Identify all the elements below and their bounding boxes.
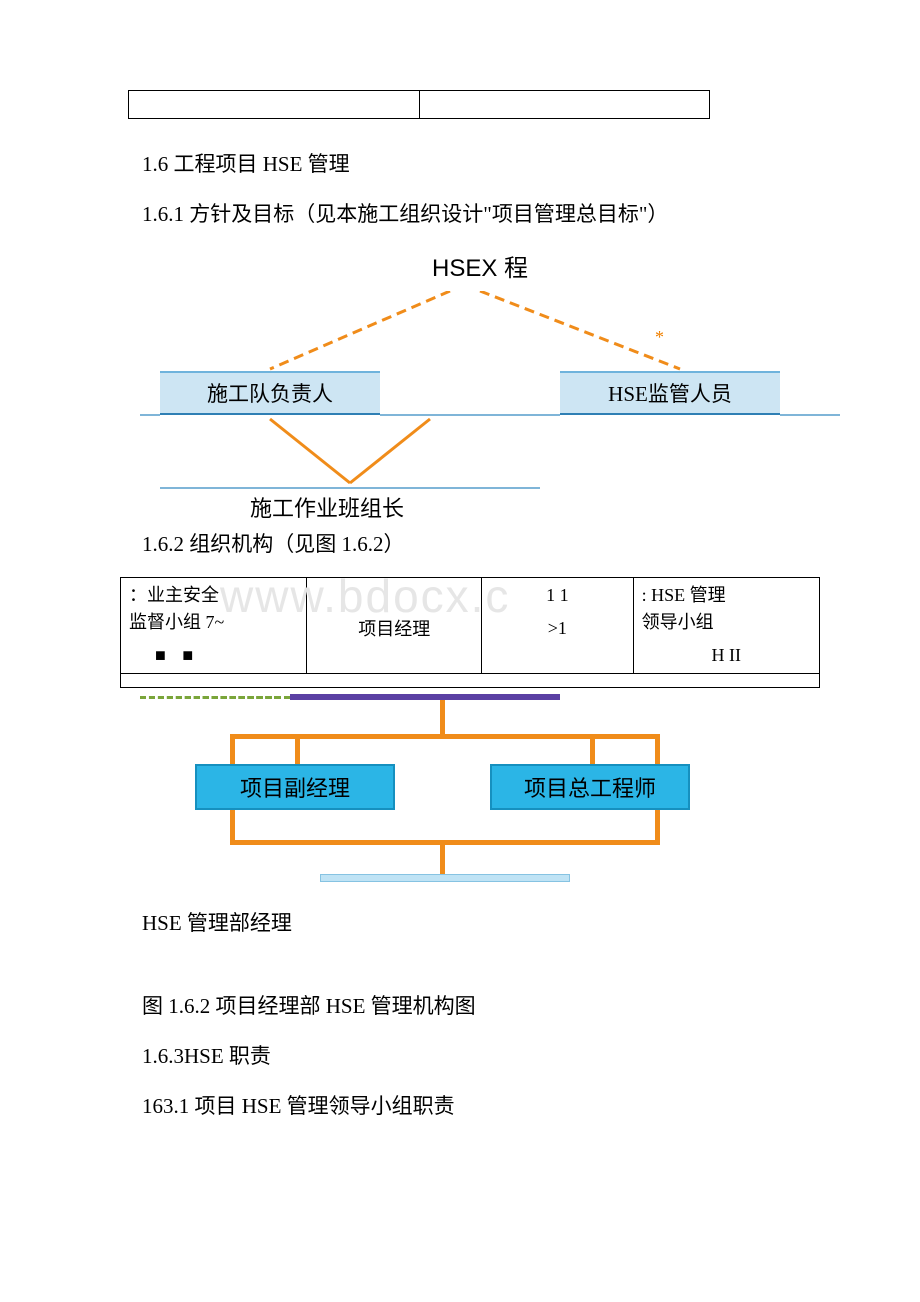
hse-supervisor-box: HSE监管人员 — [560, 371, 780, 415]
deputy-pm-label: 项目副经理 — [240, 771, 350, 803]
top-purple-bar — [290, 694, 560, 700]
blank-cell — [419, 91, 710, 119]
owner-safety-cell: ：业主安全 监督小组 7~ ■ ■ — [121, 578, 307, 674]
baseline-mid — [380, 414, 560, 416]
team-leader-label: 施工队负责人 — [207, 378, 333, 408]
dash-top-right — [140, 696, 290, 699]
deputy-pm-box: 项目副经理 — [195, 764, 395, 810]
team-leader-box: 施工队负责人 — [160, 371, 380, 415]
bottom-light-bar — [320, 874, 570, 882]
blank-2col-table — [128, 90, 710, 119]
org-table-wrap: www.bdocx.c ：业主安全 监督小组 7~ ■ ■ 项目经理 1 1 >… — [100, 577, 820, 688]
cell1-line1: ：业主安全 — [129, 582, 298, 609]
heading-1-6-1: 1.6.1 方针及目标（见本施工组织设计"项目管理总目标"） — [100, 189, 820, 239]
heading-1-6: 1.6 工程项目 HSE 管理 — [100, 139, 820, 189]
cell4-line2: 领导小组 — [642, 609, 811, 636]
empty-row — [121, 674, 820, 688]
num-line1: 1 1 — [490, 582, 624, 609]
cell4-line1: : HSE 管理 — [642, 582, 811, 609]
frame-bottom — [230, 840, 660, 845]
bottom-line — [160, 487, 540, 489]
crew-leader-label: 施工作业班组长 — [250, 491, 404, 523]
heading-1-6-2: 1.6.2 组织机构（见图 1.6.2） — [100, 519, 820, 569]
drop-left — [295, 734, 300, 764]
baseline-right — [780, 414, 840, 416]
cell4-line3: H II — [642, 642, 811, 669]
stem-bottom — [440, 840, 445, 874]
chief-engineer-box: 项目总工程师 — [490, 764, 690, 810]
hse-dept-manager: HSE 管理部经理 — [100, 898, 820, 948]
org-chart-diagram: 项目副经理 项目总工程师 — [140, 692, 840, 892]
stem-top — [440, 700, 445, 736]
heading-1-6-3: 1.6.3HSE 职责 — [100, 1031, 820, 1081]
drop-right — [590, 734, 595, 764]
chief-engineer-label: 项目总工程师 — [524, 771, 656, 803]
hse-supervisor-label: HSE监管人员 — [608, 378, 732, 408]
org-structure-table: ：业主安全 监督小组 7~ ■ ■ 项目经理 1 1 >1 : HSE 管理 领… — [120, 577, 820, 688]
heading-1-6-3-1: 163.1 项目 HSE 管理领导小组职责 — [100, 1081, 820, 1131]
hse-lead-cell: : HSE 管理 领导小组 H II — [633, 578, 819, 674]
num-cell: 1 1 >1 — [482, 578, 633, 674]
figure-caption: 图 1.6.2 项目经理部 HSE 管理机构图 — [100, 981, 820, 1031]
pm-label: 项目经理 — [315, 616, 473, 643]
hsex-title: HSEX 程 — [140, 248, 820, 283]
black-squares: ■ ■ — [129, 642, 298, 669]
hse-flow-diagram: * 施工队负责人 HSE监管人员 施工作业班组长 — [140, 291, 860, 511]
pm-cell: 项目经理 — [307, 578, 482, 674]
cell1-line2: 监督小组 7~ — [129, 609, 298, 636]
baseline-left — [140, 414, 160, 416]
blank-cell — [129, 91, 420, 119]
asterisk-mark: * — [655, 327, 664, 348]
num-line2: >1 — [490, 615, 624, 642]
